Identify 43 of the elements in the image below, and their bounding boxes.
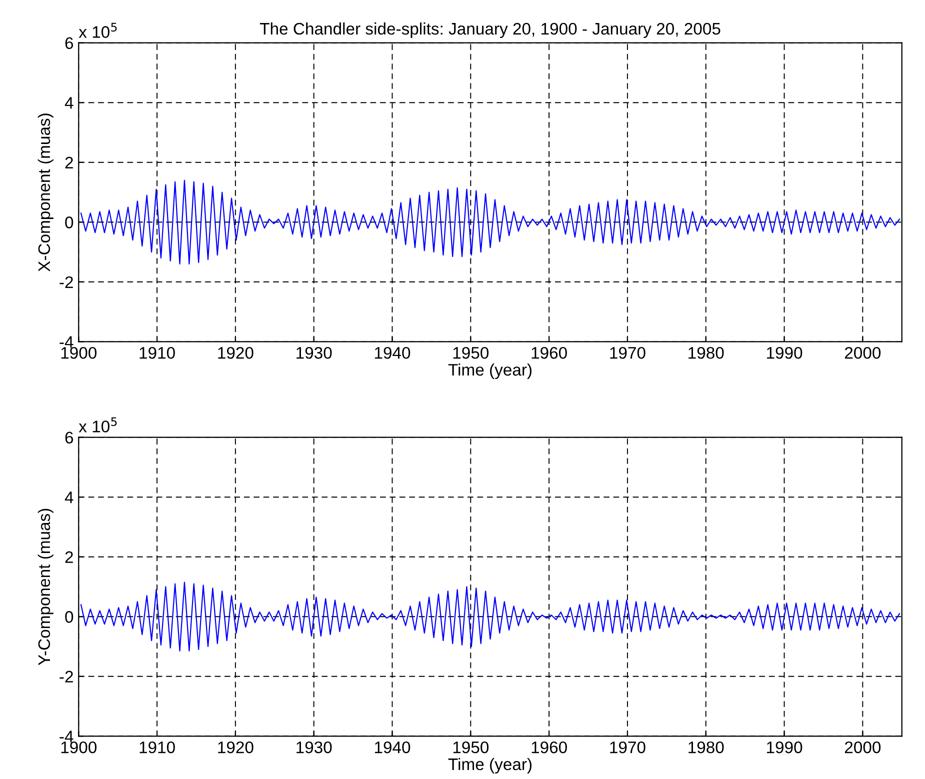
y-tick-label: -4 bbox=[60, 730, 74, 742]
x-tick-label: 1910 bbox=[140, 741, 175, 754]
y-tick-label: 4 bbox=[64, 97, 74, 109]
x-axis-title: Time (year) bbox=[448, 363, 532, 380]
x-tick-label: 1960 bbox=[532, 741, 567, 754]
x-tick-label: 1950 bbox=[453, 346, 489, 359]
y-axis-title: X-Component (muas) bbox=[38, 114, 54, 272]
x-tick-label: 1900 bbox=[61, 346, 97, 359]
y-tick-label: 4 bbox=[64, 492, 74, 504]
x-tick-label: 1940 bbox=[374, 346, 410, 359]
x-tick-label: 1980 bbox=[688, 346, 724, 359]
x-tick-label: 1900 bbox=[61, 741, 97, 754]
y-tick-label: 2 bbox=[65, 551, 73, 563]
y-tick-label: 0 bbox=[65, 216, 74, 228]
y-tick-label: 0 bbox=[65, 611, 74, 623]
x-tick-label: 1930 bbox=[296, 741, 332, 754]
x-tick-label: 1950 bbox=[453, 741, 489, 754]
x-tick-label: 1930 bbox=[296, 346, 332, 359]
line-series bbox=[80, 582, 900, 652]
y-tick-label: 6 bbox=[65, 37, 74, 50]
chart-title: The Chandler side-splits: January 20, 1900 - January 20, 2005 bbox=[260, 22, 720, 38]
x-tick-label: 1970 bbox=[610, 346, 646, 359]
x-tick-label: 2000 bbox=[844, 741, 881, 754]
y-tick-label: 2 bbox=[65, 156, 73, 168]
y-tick-label: 6 bbox=[65, 432, 74, 444]
y-tick-label: -2 bbox=[60, 670, 73, 682]
x-tick-label: 1980 bbox=[688, 741, 724, 754]
y-axis-title: Y-Component (muas) bbox=[38, 508, 54, 666]
x-tick-label: 2000 bbox=[844, 346, 881, 359]
text: x 10$^{5}$ bbox=[78, 22, 117, 38]
x-tick-label: 1960 bbox=[532, 346, 567, 359]
x-tick-label: 1970 bbox=[610, 741, 646, 754]
x-axis-title: Time (year) bbox=[448, 758, 532, 774]
x-tick-label: 1910 bbox=[140, 346, 175, 359]
line-series bbox=[80, 180, 900, 265]
x-tick-label: 1990 bbox=[767, 741, 802, 754]
text: x 10$^{5}$ bbox=[78, 417, 117, 432]
x-tick-label: 1920 bbox=[218, 741, 254, 754]
y-tick-label: -4 bbox=[60, 336, 74, 348]
x-tick-label: 1940 bbox=[374, 741, 410, 754]
x-tick-label: 1990 bbox=[767, 346, 802, 359]
x-tick-label: 1920 bbox=[218, 346, 254, 359]
y-tick-label: -2 bbox=[60, 276, 73, 288]
